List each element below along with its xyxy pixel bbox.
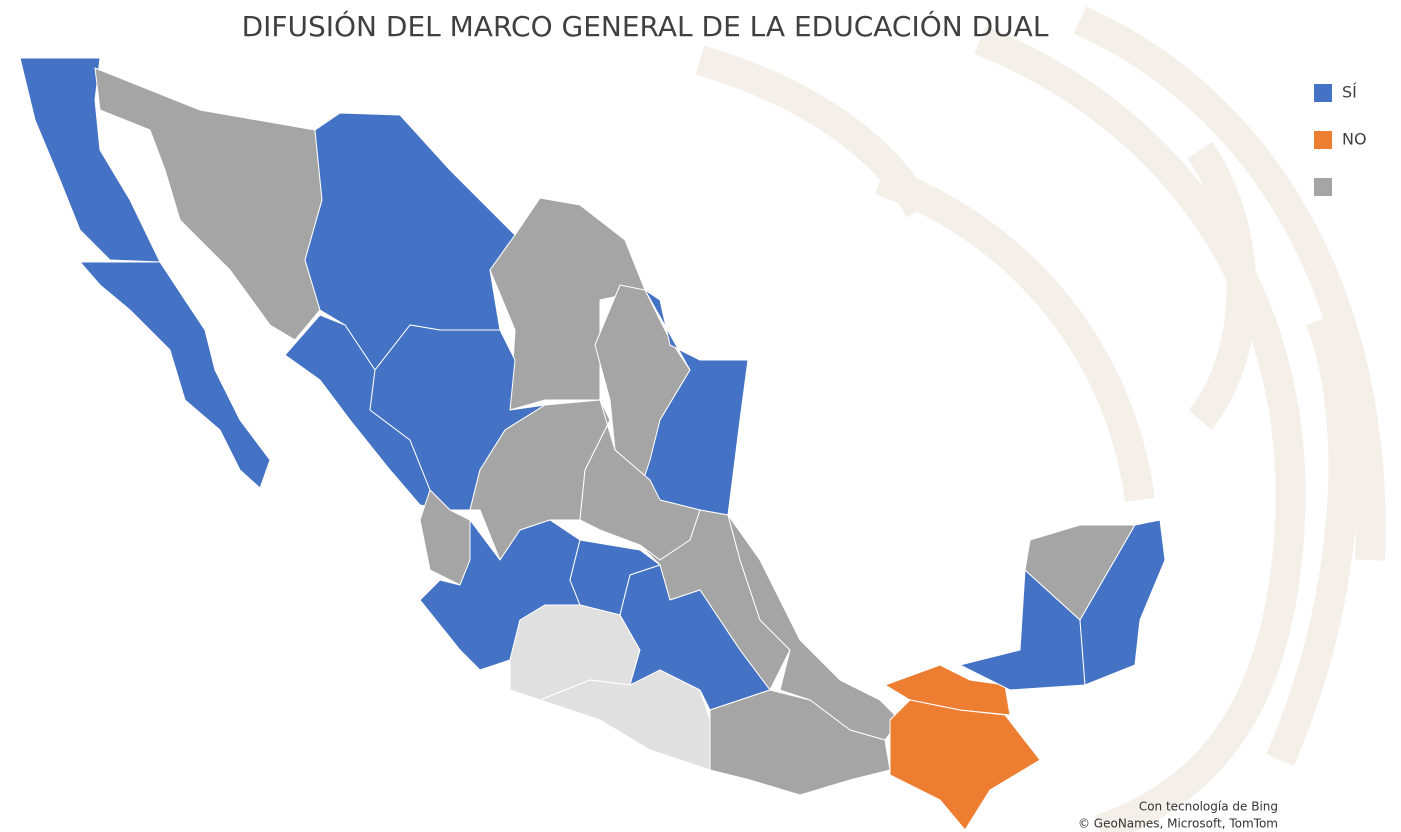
legend-swatch <box>1314 131 1332 149</box>
state <box>539 669 711 771</box>
state <box>889 699 1041 831</box>
background-pattern <box>695 6 1386 832</box>
state <box>79 261 271 489</box>
states <box>19 57 1166 831</box>
map-title: DIFUSIÓN DEL MARCO GENERAL DE LA EDUCACI… <box>242 9 1049 43</box>
legend-swatch <box>1314 178 1332 196</box>
legend-label: SÍ <box>1342 83 1357 102</box>
attribution: Con tecnología de Bing <box>1139 800 1278 814</box>
state <box>619 564 771 711</box>
attribution: © GeoNames, Microsoft, TomTom <box>1078 817 1278 831</box>
legend: SÍ NO <box>1314 83 1367 196</box>
legend-label: NO <box>1342 130 1367 149</box>
state <box>1079 519 1166 686</box>
state <box>1024 524 1136 621</box>
legend-swatch <box>1314 84 1332 102</box>
